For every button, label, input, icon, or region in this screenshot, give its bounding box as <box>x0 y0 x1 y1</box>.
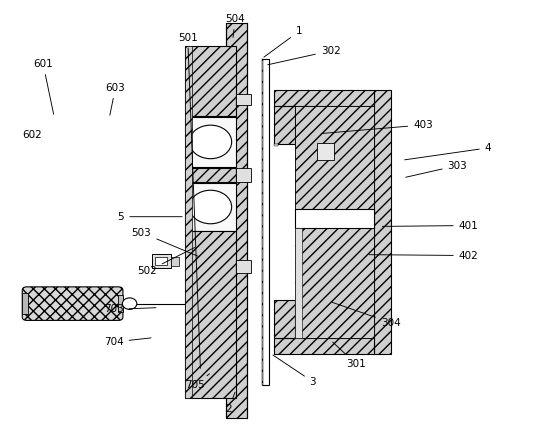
Circle shape <box>190 190 231 224</box>
Text: 601: 601 <box>33 59 54 114</box>
Bar <box>262 59 269 385</box>
Circle shape <box>122 298 137 309</box>
Bar <box>236 260 250 273</box>
Text: 603: 603 <box>106 83 125 115</box>
Bar <box>185 117 236 167</box>
Text: 5: 5 <box>117 212 182 222</box>
Text: 503: 503 <box>132 228 198 256</box>
Bar <box>185 231 236 398</box>
Text: 1: 1 <box>264 26 302 57</box>
Bar <box>374 90 391 354</box>
Bar <box>274 337 374 354</box>
FancyBboxPatch shape <box>22 287 123 321</box>
Bar <box>262 59 263 385</box>
Bar <box>236 168 250 182</box>
Text: 502: 502 <box>138 247 195 277</box>
Bar <box>155 257 167 265</box>
Text: 704: 704 <box>104 337 151 347</box>
Bar <box>185 168 236 182</box>
Bar <box>295 228 374 337</box>
Text: 504: 504 <box>225 14 245 37</box>
Bar <box>185 46 192 398</box>
Text: 705: 705 <box>185 374 210 390</box>
Text: 4: 4 <box>405 143 491 160</box>
Text: 304: 304 <box>332 302 401 328</box>
Text: 401: 401 <box>382 221 479 230</box>
Bar <box>295 107 374 337</box>
Circle shape <box>190 125 231 159</box>
Bar <box>236 94 250 105</box>
Bar <box>22 293 28 314</box>
Bar <box>151 254 171 268</box>
Bar <box>225 24 247 418</box>
Bar <box>185 183 236 231</box>
Text: 301: 301 <box>333 342 366 369</box>
Text: 2: 2 <box>225 392 235 414</box>
Text: 703: 703 <box>104 305 156 314</box>
Bar <box>185 46 236 116</box>
Bar <box>295 107 374 209</box>
Text: 302: 302 <box>268 46 340 65</box>
Bar <box>274 90 374 107</box>
Text: 303: 303 <box>406 161 467 177</box>
Bar <box>274 144 278 146</box>
Bar <box>295 228 302 337</box>
Bar <box>295 209 374 228</box>
Bar <box>171 257 179 266</box>
Bar <box>274 300 295 337</box>
Bar <box>119 295 123 313</box>
Text: 402: 402 <box>369 250 479 261</box>
Bar <box>317 143 334 160</box>
Bar <box>274 107 295 144</box>
Text: 501: 501 <box>178 32 201 369</box>
Text: 3: 3 <box>273 355 316 387</box>
Text: 403: 403 <box>321 120 433 134</box>
Text: 602: 602 <box>22 130 42 140</box>
